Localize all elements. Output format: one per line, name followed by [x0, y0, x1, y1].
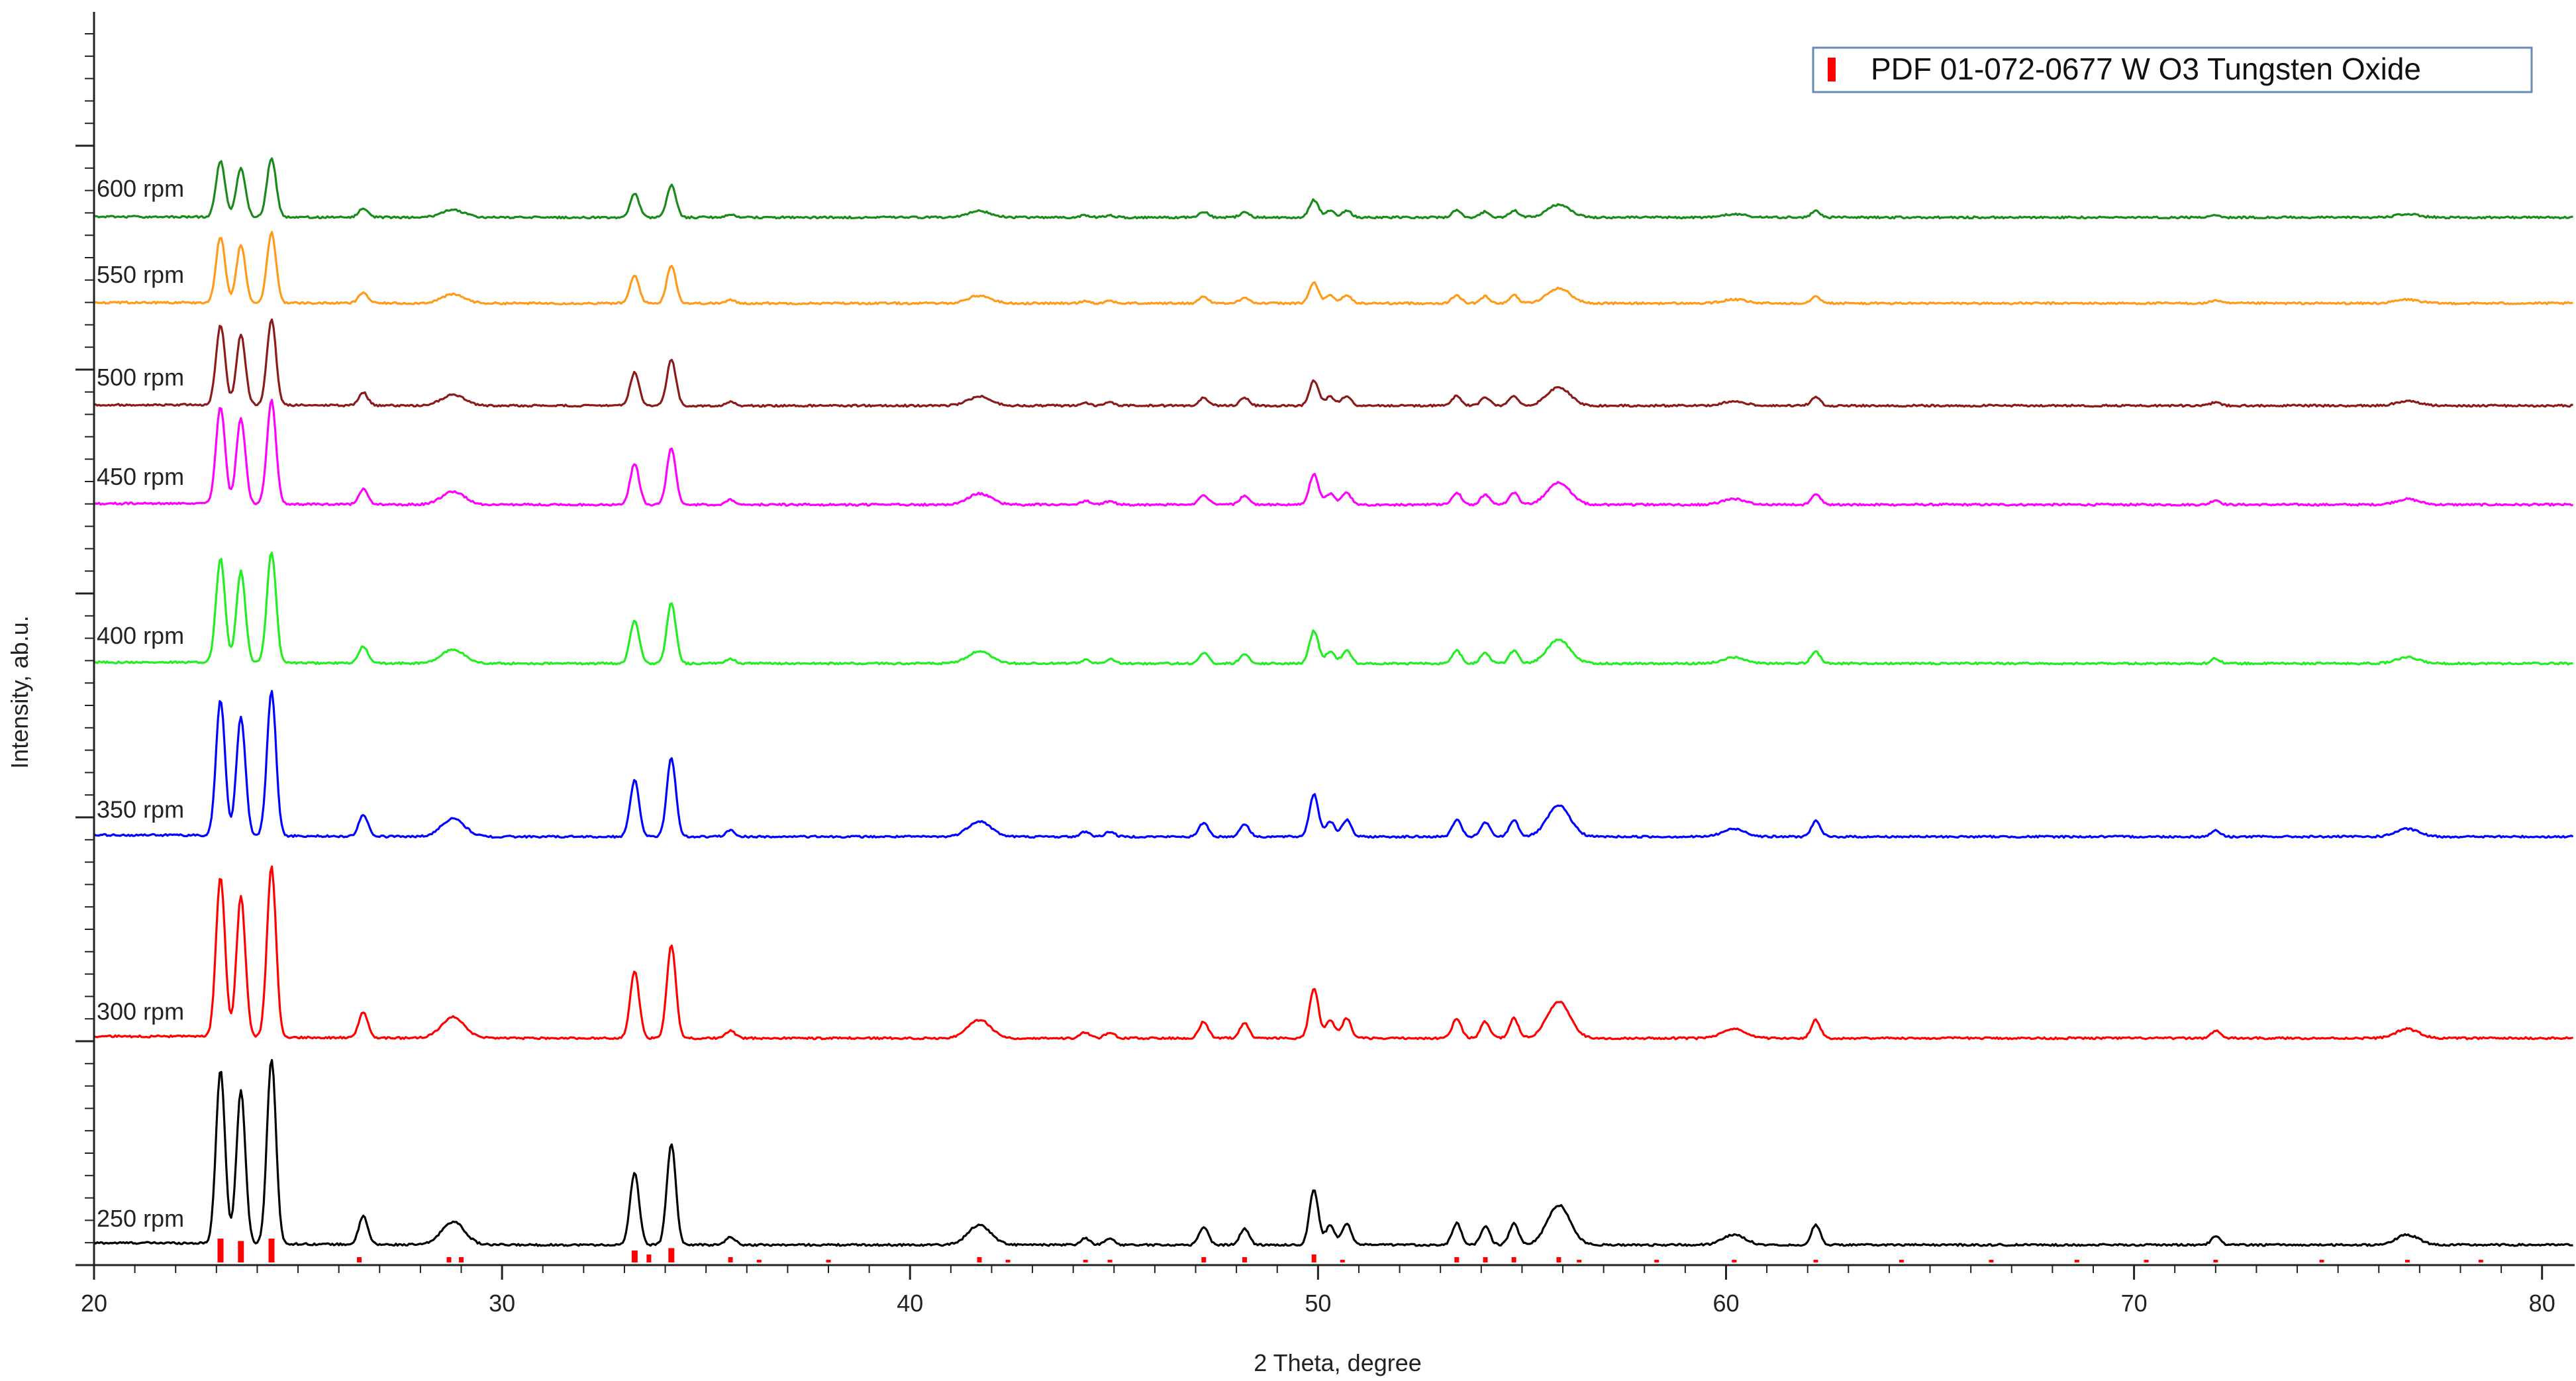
series-450-rpm [93, 399, 2573, 507]
series-400-rpm [93, 551, 2573, 666]
reference-stick [2074, 1260, 2079, 1262]
series-line [93, 230, 2573, 305]
reference-stick [2478, 1260, 2483, 1262]
reference-stick [1732, 1260, 1737, 1262]
reference-stick [1511, 1257, 1516, 1262]
legend-entry: PDF 01-072-0677 W O3 Tungsten Oxide [1871, 52, 2421, 86]
reference-stick [2144, 1260, 2149, 1262]
reference-stick [1107, 1260, 1113, 1262]
series-250-rpm [93, 1058, 2573, 1247]
reference-pattern [217, 1239, 2483, 1262]
reference-stick [217, 1239, 224, 1262]
series-600-rpm [94, 157, 2573, 220]
reference-stick [459, 1257, 464, 1262]
series-500-rpm [94, 318, 2573, 408]
reference-stick [1311, 1254, 1316, 1262]
series-label: 300 rpm [97, 998, 184, 1025]
reference-stick [1005, 1260, 1011, 1262]
reference-stick [1242, 1257, 1247, 1262]
reference-stick [268, 1239, 275, 1262]
series-label: 250 rpm [97, 1205, 184, 1232]
x-tick-label: 80 [2529, 1290, 2555, 1317]
reference-stick [1340, 1260, 1345, 1262]
series-line [94, 318, 2573, 408]
reference-stick [446, 1257, 452, 1262]
series-labels: 250 rpm 300 rpm 350 rpm 400 rpm 450 rpm 500 r… [97, 175, 184, 1232]
reference-stick [1577, 1260, 1582, 1262]
legend-box [1812, 46, 2533, 93]
reference-stick [646, 1254, 652, 1262]
reference-stick [2213, 1260, 2218, 1262]
reference-stick [826, 1260, 831, 1262]
series-300-rpm [93, 865, 2573, 1041]
x-tick-label: 50 [1305, 1290, 1331, 1317]
series-line [93, 690, 2574, 839]
legend-swatch [1828, 58, 1836, 81]
series-label: 350 rpm [97, 796, 184, 823]
reference-stick [2404, 1260, 2410, 1262]
x-tick-label: 20 [81, 1290, 107, 1317]
reference-stick [1899, 1260, 1904, 1262]
series-layer [93, 157, 2574, 1247]
y-axis-title: Intensity, ab.u. [6, 615, 33, 768]
series-350-rpm [93, 690, 2574, 839]
legend: PDF 01-072-0677 W O3 Tungsten Oxide [1812, 46, 2533, 93]
series-line [93, 399, 2573, 507]
series-label: 600 rpm [97, 175, 184, 202]
reference-stick [1454, 1257, 1460, 1262]
reference-stick [1483, 1257, 1488, 1262]
x-tick-label: 60 [1712, 1290, 1739, 1317]
reference-stick [1813, 1260, 1818, 1262]
reference-stick [756, 1260, 762, 1262]
series-line [94, 157, 2573, 220]
x-tick-label: 70 [2121, 1290, 2148, 1317]
x-tick-label: 40 [897, 1290, 923, 1317]
x-tick-label: 30 [489, 1290, 515, 1317]
reference-stick [668, 1248, 675, 1262]
reference-stick [238, 1241, 244, 1262]
series-line [93, 1058, 2573, 1247]
reference-stick [1556, 1257, 1561, 1262]
reference-stick [1083, 1260, 1088, 1262]
series-label: 400 rpm [97, 622, 184, 649]
reference-stick [977, 1257, 982, 1262]
reference-stick [631, 1251, 638, 1262]
reference-stick [357, 1257, 362, 1262]
series-label: 550 rpm [97, 261, 184, 288]
series-line [93, 551, 2573, 666]
reference-stick [1989, 1260, 1994, 1262]
reference-stick [728, 1257, 733, 1262]
axes: 20 30 40 50 60 70 80 [75, 12, 2575, 1317]
x-axis-title: 2 Theta, degree [1254, 1349, 1422, 1376]
series-line [93, 865, 2573, 1041]
series-label: 500 rpm [97, 364, 184, 391]
reference-stick [1201, 1257, 1207, 1262]
series-label: 450 rpm [97, 463, 184, 490]
reference-stick [2319, 1260, 2324, 1262]
reference-stick [1654, 1260, 1660, 1262]
series-550-rpm [93, 230, 2573, 305]
